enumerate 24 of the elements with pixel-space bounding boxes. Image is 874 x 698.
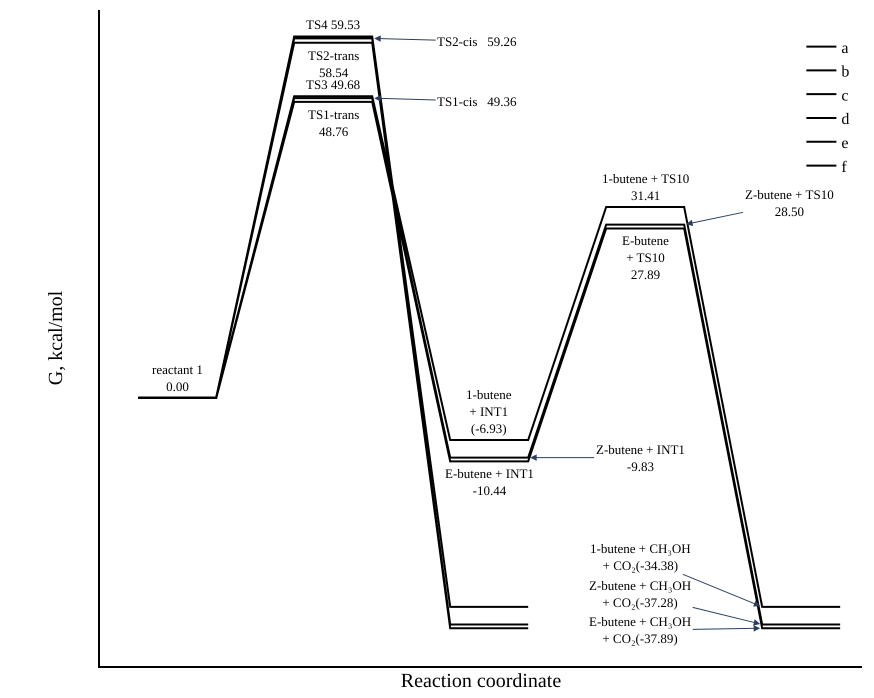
annotation: Z-butene + INT1 -9.83 <box>596 442 685 474</box>
annotation: Z-butene + TS10 28.50 <box>745 187 834 219</box>
x-axis-title: Reaction coordinate <box>400 670 562 692</box>
legend-label: e <box>841 135 848 152</box>
annotation: Z-butene + CH₃OH + CO₂(-37.28) <box>589 578 692 610</box>
annotation: E-butene + TS10 27.89 <box>622 233 670 282</box>
legend-label: a <box>841 40 848 57</box>
annotation: TS3 49.68 <box>306 77 360 92</box>
annotation: 1-butene + TS10 31.41 <box>602 171 690 203</box>
annotation: 1-butene + INT1 (-6.93) <box>466 387 512 436</box>
annotation: reactant 1 0.00 <box>152 362 203 394</box>
legend-label: f <box>841 158 848 176</box>
annotation: 1-butene + CH₃OH + CO₂(-34.38) <box>590 541 691 573</box>
annotation: E-butene + CH₃OH + CO₂(-37.89) <box>589 614 692 646</box>
annotation: TS1-trans 48.76 <box>308 107 360 139</box>
annotation: TS2-trans 58.54 <box>308 48 360 80</box>
legend-label: d <box>841 111 850 128</box>
legend-label: c <box>841 87 848 104</box>
y-axis-title: G, kcal/mol <box>45 290 67 386</box>
annotation: TS1-cis 49.36 <box>437 94 517 109</box>
annotation: E-butene + INT1 -10.44 <box>445 466 534 498</box>
annotation: TS2-cis 59.26 <box>437 34 517 49</box>
legend-label: b <box>841 64 850 81</box>
text: TS4 59.53 <box>306 17 360 32</box>
